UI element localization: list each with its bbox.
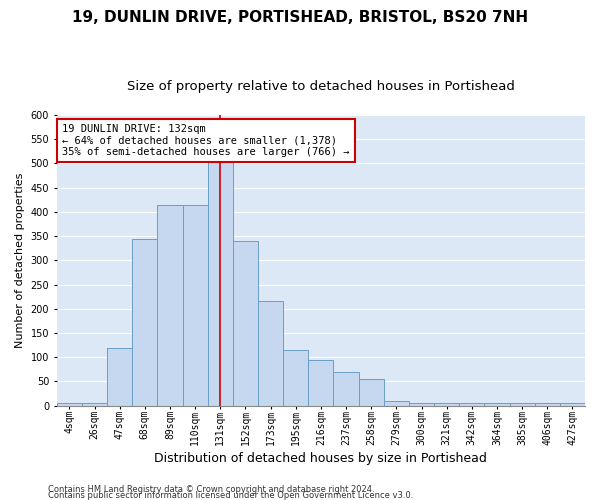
Bar — [182, 204, 208, 406]
Bar — [57, 403, 82, 406]
Bar — [82, 403, 107, 406]
Bar — [484, 403, 509, 406]
Bar — [132, 238, 157, 406]
Bar — [509, 403, 535, 406]
X-axis label: Distribution of detached houses by size in Portishead: Distribution of detached houses by size … — [154, 452, 487, 465]
Text: 19, DUNLIN DRIVE, PORTISHEAD, BRISTOL, BS20 7NH: 19, DUNLIN DRIVE, PORTISHEAD, BRISTOL, B… — [72, 10, 528, 25]
Bar — [434, 403, 459, 406]
Bar — [409, 403, 434, 406]
Y-axis label: Number of detached properties: Number of detached properties — [15, 172, 25, 348]
Bar — [157, 204, 182, 406]
Bar — [560, 403, 585, 406]
Bar — [359, 379, 384, 406]
Bar — [233, 241, 258, 406]
Text: Contains HM Land Registry data © Crown copyright and database right 2024.: Contains HM Land Registry data © Crown c… — [48, 484, 374, 494]
Bar — [308, 360, 334, 406]
Bar — [384, 401, 409, 406]
Text: 19 DUNLIN DRIVE: 132sqm
← 64% of detached houses are smaller (1,378)
35% of semi: 19 DUNLIN DRIVE: 132sqm ← 64% of detache… — [62, 124, 350, 157]
Bar — [107, 348, 132, 406]
Bar — [334, 372, 359, 406]
Bar — [535, 403, 560, 406]
Bar — [459, 403, 484, 406]
Bar — [208, 158, 233, 406]
Text: Contains public sector information licensed under the Open Government Licence v3: Contains public sector information licen… — [48, 490, 413, 500]
Bar — [283, 350, 308, 406]
Bar — [258, 302, 283, 406]
Title: Size of property relative to detached houses in Portishead: Size of property relative to detached ho… — [127, 80, 515, 93]
